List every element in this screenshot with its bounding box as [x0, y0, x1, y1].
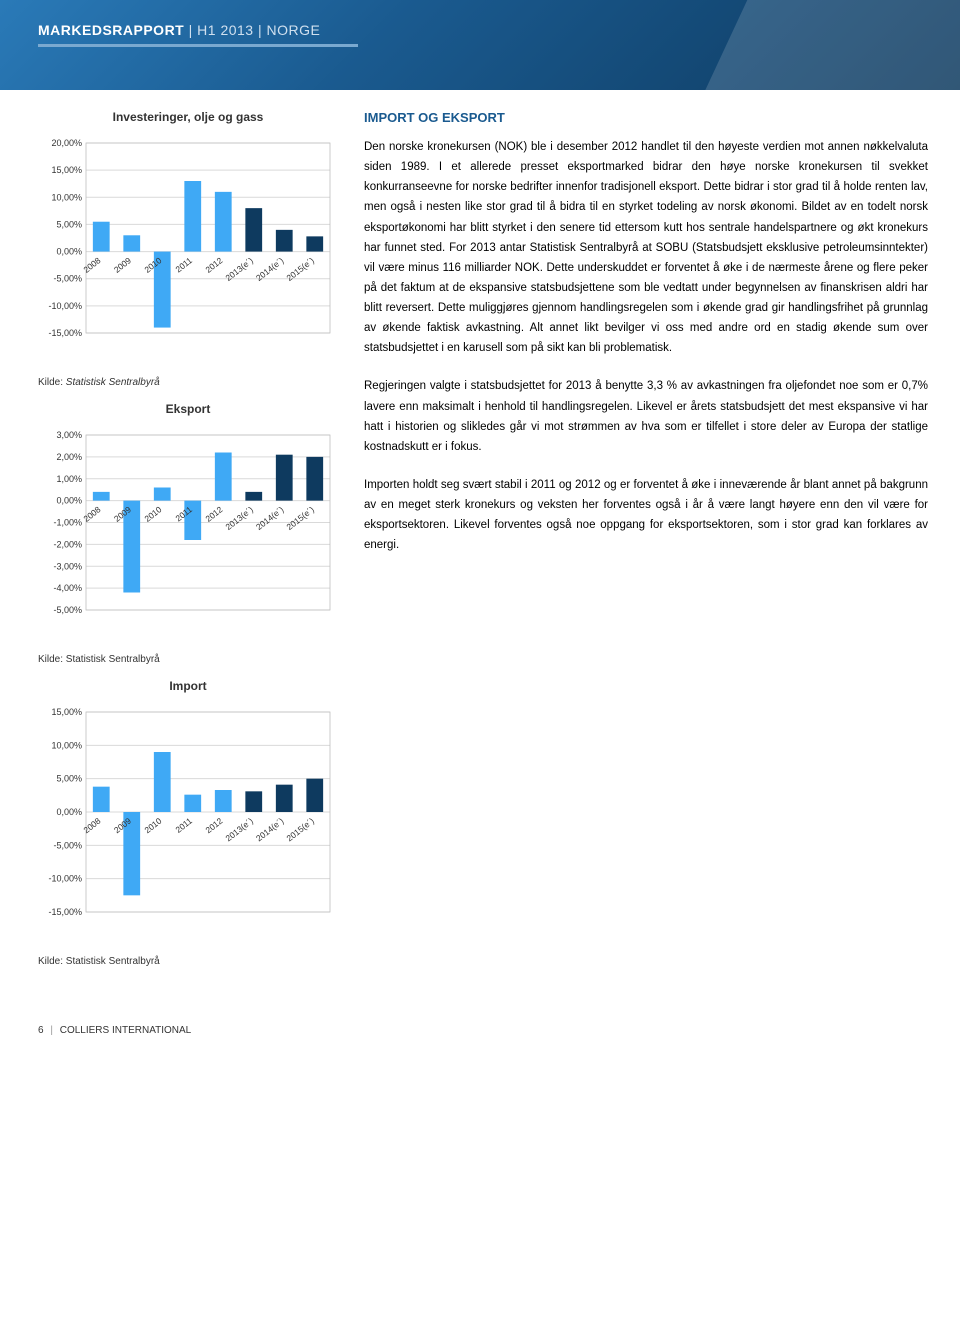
- right-column: IMPORT OG EKSPORT Den norske kronekursen…: [364, 110, 928, 981]
- svg-text:2014(e´): 2014(e´): [254, 816, 286, 844]
- svg-text:-15,00%: -15,00%: [48, 328, 82, 338]
- paragraph: Regjeringen valgte i statsbudsjettet for…: [364, 376, 928, 457]
- svg-text:2008: 2008: [81, 816, 102, 836]
- chart-investments: Investeringer, olje og gass -15,00% -10,0…: [38, 110, 338, 367]
- svg-text:2013(e´): 2013(e´): [223, 816, 255, 844]
- chart-title: Eksport: [38, 402, 338, 416]
- svg-text:-2,00%: -2,00%: [53, 539, 82, 549]
- source-label: Kilde:: [38, 654, 66, 665]
- chart-title-rule: [44, 699, 332, 702]
- chart-source: Kilde: Statistisk Sentralbyrå: [38, 956, 338, 967]
- svg-text:2012: 2012: [203, 255, 224, 275]
- paragraph: Importen holdt seg svært stabil i 2011 o…: [364, 475, 928, 556]
- svg-text:15,00%: 15,00%: [51, 707, 82, 717]
- svg-text:2010: 2010: [142, 816, 163, 836]
- svg-text:-10,00%: -10,00%: [48, 874, 82, 884]
- source-name: Statistisk Sentralbyrå: [66, 654, 160, 665]
- svg-text:2015(e´): 2015(e´): [284, 504, 316, 532]
- svg-text:2014(e´): 2014(e´): [254, 504, 286, 532]
- chart-source: Kilde: Statistisk Sentralbyrå: [38, 654, 338, 665]
- header-separator: |: [258, 22, 267, 38]
- svg-text:15,00%: 15,00%: [51, 165, 82, 175]
- svg-text:2010: 2010: [142, 504, 163, 524]
- svg-text:-5,00%: -5,00%: [53, 274, 82, 284]
- chart-title-rule: [44, 130, 332, 133]
- svg-text:2,00%: 2,00%: [56, 452, 82, 462]
- header-separator: |: [189, 22, 198, 38]
- svg-text:0,00%: 0,00%: [56, 807, 82, 817]
- svg-text:2009: 2009: [112, 255, 133, 275]
- header-title-main: MARKEDSRAPPORT: [38, 22, 184, 38]
- svg-text:2015(e´): 2015(e´): [284, 816, 316, 844]
- chart-area: -15,00% -10,00% -5,00% 0,00% 5,00% 10,00% 15,0…: [38, 706, 338, 946]
- svg-text:2011: 2011: [173, 255, 194, 274]
- chart-title: Import: [38, 679, 338, 693]
- svg-text:-10,00%: -10,00%: [48, 301, 82, 311]
- svg-text:2008: 2008: [81, 504, 102, 524]
- svg-text:10,00%: 10,00%: [51, 192, 82, 202]
- footer-company: COLLIERS INTERNATIONAL: [60, 1025, 192, 1036]
- source-name: Statistisk Sentralbyrå: [66, 377, 160, 388]
- svg-text:-3,00%: -3,00%: [53, 561, 82, 571]
- chart-export: Eksport -5,00% -4,00% -3,00% -2,00% -1,00% 0,…: [38, 402, 338, 644]
- header-title-end: NORGE: [267, 22, 321, 38]
- chart-import: Import -15,00% -10,00% -5,00% 0,00% 5,00% 10,…: [38, 679, 338, 946]
- svg-text:2011: 2011: [173, 816, 194, 835]
- svg-text:0,00%: 0,00%: [56, 496, 82, 506]
- svg-text:-5,00%: -5,00%: [53, 605, 82, 615]
- svg-text:10,00%: 10,00%: [51, 740, 82, 750]
- svg-text:5,00%: 5,00%: [56, 774, 82, 784]
- header-banner: MARKEDSRAPPORT | H1 2013 | NORGE: [0, 0, 960, 90]
- svg-text:1,00%: 1,00%: [56, 474, 82, 484]
- svg-text:-4,00%: -4,00%: [53, 583, 82, 593]
- svg-text:5,00%: 5,00%: [56, 219, 82, 229]
- chart-title: Investeringer, olje og gass: [38, 110, 338, 124]
- svg-text:-15,00%: -15,00%: [48, 907, 82, 917]
- footer: 6 | COLLIERS INTERNATIONAL: [0, 1021, 960, 1066]
- svg-text:0,00%: 0,00%: [56, 247, 82, 257]
- left-column: Investeringer, olje og gass -15,00% -10,0…: [38, 110, 338, 981]
- svg-text:2012: 2012: [203, 816, 224, 836]
- svg-text:2008: 2008: [81, 255, 102, 275]
- section-title: IMPORT OG EKSPORT: [364, 110, 928, 125]
- svg-text:20,00%: 20,00%: [51, 138, 82, 148]
- chart-source: Kilde: Statistisk Sentralbyrå: [38, 377, 338, 388]
- svg-text:2012: 2012: [203, 504, 224, 524]
- chart-area: -15,00% -10,00% -5,00% 0,00% 5,00% 10,00% 15,0…: [38, 137, 338, 367]
- paragraph: Den norske kronekursen (NOK) ble i desem…: [364, 137, 928, 358]
- header-title: MARKEDSRAPPORT | H1 2013 | NORGE: [38, 22, 320, 38]
- svg-text:-1,00%: -1,00%: [53, 518, 82, 528]
- source-name: Statistisk Sentralbyrå: [66, 956, 160, 967]
- header-title-mid: H1 2013: [197, 22, 253, 38]
- svg-text:3,00%: 3,00%: [56, 430, 82, 440]
- chart-title-rule: [44, 422, 332, 425]
- footer-page: 6: [38, 1025, 44, 1036]
- svg-text:2013(e´): 2013(e´): [223, 504, 255, 532]
- header-rule: [38, 44, 358, 47]
- page-body: Investeringer, olje og gass -15,00% -10,0…: [0, 90, 960, 1021]
- source-label: Kilde:: [38, 956, 66, 967]
- svg-text:-5,00%: -5,00%: [53, 840, 82, 850]
- source-label: Kilde:: [38, 377, 66, 388]
- footer-separator: |: [50, 1025, 53, 1036]
- chart-area: -5,00% -4,00% -3,00% -2,00% -1,00% 0,00% 1,00%…: [38, 429, 338, 644]
